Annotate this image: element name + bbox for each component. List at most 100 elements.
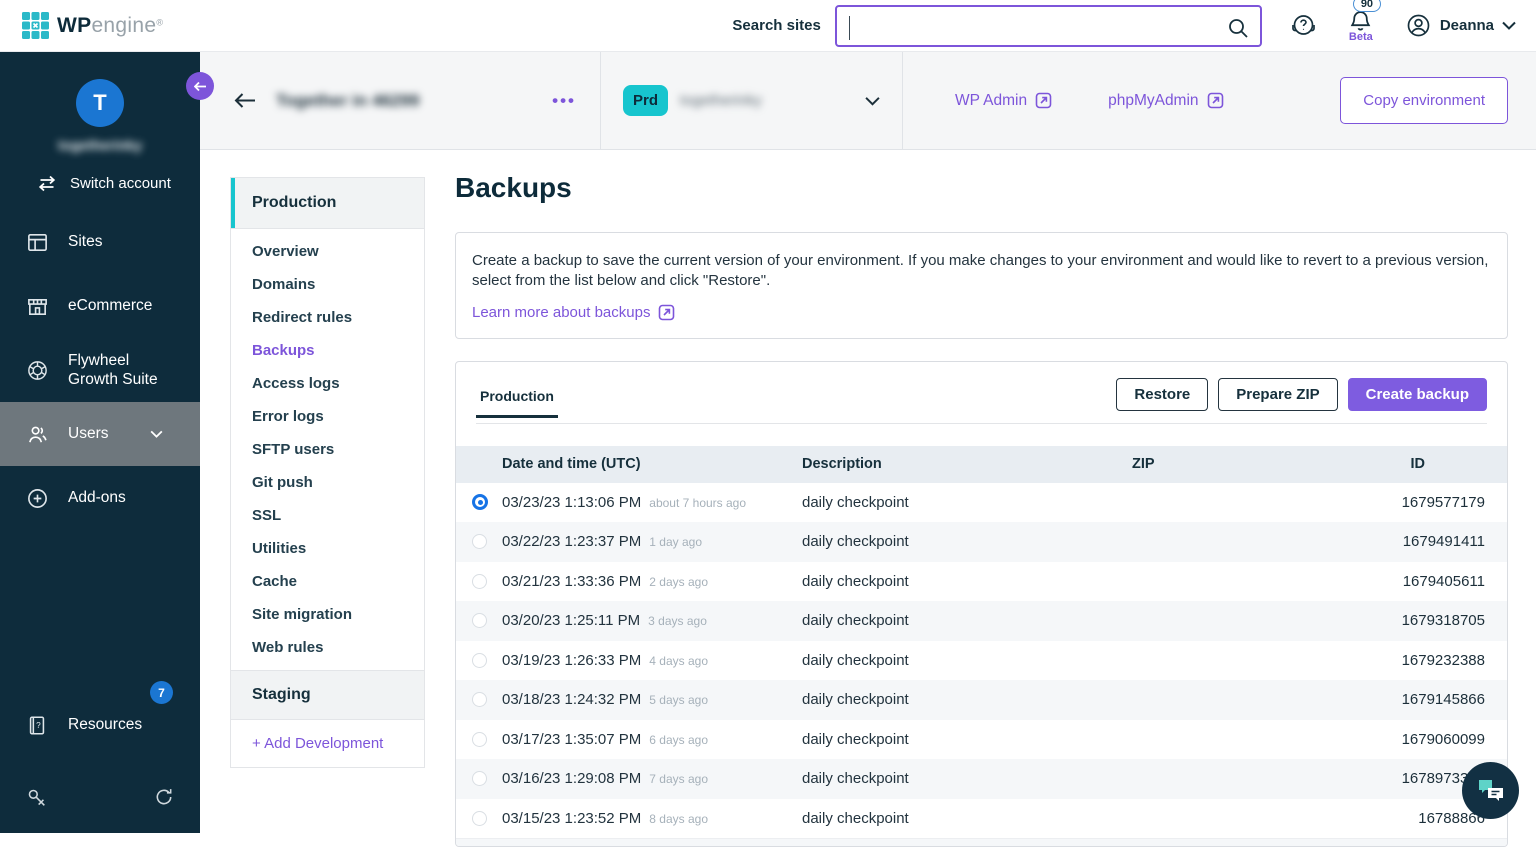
table-header-row: Date and time (UTC) Description ZIP ID [456,446,1507,483]
ecommerce-icon [26,295,50,318]
backup-description: daily checkpoint [802,612,1132,629]
svg-text:?: ? [36,720,41,729]
subnav-item[interactable]: SSL [231,499,424,532]
chat-widget-button[interactable] [1462,762,1519,819]
site-options-menu[interactable]: ••• [552,91,576,111]
sites-icon [26,231,50,254]
sidebar-item-label: Sites [68,233,102,251]
subnav-item-label: Cache [252,573,297,590]
sidebar-item-users[interactable]: Users [0,402,200,466]
sidebar-item-sites[interactable]: Sites [0,210,200,274]
backup-radio-button[interactable] [472,692,487,707]
backup-relative-time: 4 days ago [649,654,708,668]
table-row: 03/19/23 1:26:33 PM 4 days ago daily che… [456,641,1507,681]
production-header-label: Production [252,194,336,211]
column-header-description: Description [802,456,1132,472]
add-ons-icon [26,487,50,510]
resources-icon: ? [26,714,50,737]
wp-admin-link[interactable]: WP Admin [955,92,1052,110]
add-development-button[interactable]: + Add Development [231,720,424,767]
subnav-item-label: Web rules [252,639,323,656]
external-link-icon [658,304,675,321]
subnav-item[interactable]: Backups [231,334,424,367]
subnav-item[interactable]: Overview [231,235,424,268]
phpmyadmin-link[interactable]: phpMyAdmin [1108,92,1223,110]
sidebar-item-label: eCommerce [68,297,152,315]
restore-button[interactable]: Restore [1116,378,1208,411]
sidebar-item-ecommerce[interactable]: eCommerce [0,274,200,338]
backup-description: daily checkpoint [802,810,1132,827]
copy-environment-button[interactable]: Copy environment [1340,77,1508,124]
subnav-item[interactable]: Cache [231,565,424,598]
refresh-icon[interactable] [154,787,174,809]
search-sites-input[interactable] [837,7,1260,45]
top-header: WPengine® Search sites 90 [0,0,1536,52]
api-key-icon[interactable] [26,787,48,809]
backup-relative-time: 3 days ago [648,614,707,628]
backups-table-card: Production Restore Prepare ZIP Create ba… [455,361,1508,847]
subnav-item[interactable]: Web rules [231,631,424,664]
subnav-item-label: Backups [252,342,315,359]
sidebar-item-flywheel-growth-suite[interactable]: Flywheel Growth Suite [0,338,200,402]
user-avatar-icon [1405,12,1432,39]
backup-radio-button[interactable] [472,574,487,589]
subnav-item[interactable]: Domains [231,268,424,301]
search-icon[interactable] [1226,16,1250,40]
backup-date: 03/17/23 1:35:07 PM [502,731,641,748]
subnav-item[interactable]: Access logs [231,367,424,400]
backup-radio-button[interactable] [472,732,487,747]
sidebar-item-add-ons[interactable]: Add-ons [0,466,200,530]
subnav-item[interactable]: Utilities [231,532,424,565]
subnav-item-label: Site migration [252,606,352,623]
prepare-zip-button[interactable]: Prepare ZIP [1218,378,1337,411]
account-name: togetherinky [0,137,200,153]
learn-more-link[interactable]: Learn more about backups [472,304,675,321]
backup-date: 03/19/23 1:26:33 PM [502,652,641,669]
backup-radio-button[interactable] [472,653,487,668]
backup-id: 1679318705 [1332,612,1485,629]
table-row: 03/23/23 1:13:06 PM about 7 hours ago da… [456,483,1507,523]
subnav-item[interactable]: Error logs [231,400,424,433]
switch-account-button[interactable]: Switch account [36,175,200,192]
subnav-item[interactable]: SFTP users [231,433,424,466]
environment-selector[interactable]: Prd togetherinky [600,52,902,149]
backup-radio-button[interactable] [472,771,487,786]
create-backup-button[interactable]: Create backup [1348,378,1487,411]
backup-description: daily checkpoint [802,770,1132,787]
backup-radio-button[interactable] [472,534,487,549]
sidebar-item-label: Users [68,425,108,443]
backup-relative-time: 7 days ago [649,772,708,786]
backup-id: 1679145866 [1332,691,1485,708]
subnav-item-label: Utilities [252,540,306,557]
resources-count-badge: 7 [150,681,173,704]
search-sites-label: Search sites [732,17,820,34]
staging-section-header[interactable]: Staging [231,670,424,720]
external-link-icon [1207,92,1224,109]
account-avatar[interactable]: T [76,79,124,127]
backup-radio-button[interactable] [472,613,487,628]
support-help-icon[interactable] [1290,12,1317,39]
subnav-item[interactable]: Git push [231,466,424,499]
production-section-header[interactable]: Production [231,178,424,229]
wpengine-logo[interactable]: WPengine® [22,12,163,39]
switch-account-label: Switch account [70,175,171,192]
notification-count-badge[interactable]: 90 [1353,0,1381,12]
subnav-item[interactable]: Redirect rules [231,301,424,334]
backup-date: 03/21/23 1:33:36 PM [502,573,641,590]
sidebar-item-label: Flywheel Growth Suite [68,351,174,390]
back-arrow-icon[interactable] [234,92,256,109]
backup-radio-button[interactable] [472,811,487,826]
backup-relative-time: 8 days ago [649,812,708,826]
backups-table-body: 03/23/23 1:13:06 PM about 7 hours ago da… [456,483,1507,839]
backup-date: 03/23/23 1:13:06 PM [502,494,641,511]
subnav-item-label: Overview [252,243,319,260]
tab-production[interactable]: Production [476,382,558,418]
subnav-item[interactable]: Site migration [231,598,424,631]
user-menu[interactable]: Deanna [1405,12,1516,39]
sidebar-item-resources[interactable]: 7 ? Resources [0,693,200,757]
backup-radio-button[interactable] [472,494,488,510]
backup-date: 03/16/23 1:29:08 PM [502,770,641,787]
sidebar-collapse-button[interactable] [186,72,214,100]
search-sites-input-box[interactable] [835,5,1262,47]
environment-subnav: Production Overview Domains Redirect rul… [230,177,425,833]
